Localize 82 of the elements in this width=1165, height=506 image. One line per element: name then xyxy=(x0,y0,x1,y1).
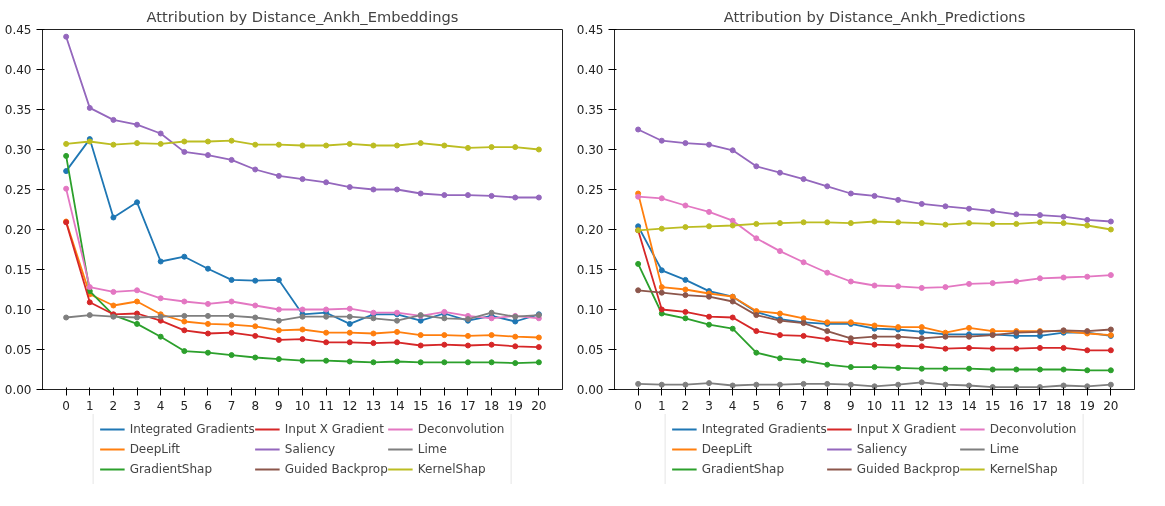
x-tick-label: 18 xyxy=(483,398,500,413)
x-tick-label: 5 xyxy=(180,398,189,413)
y-tick-label: 0.05 xyxy=(576,343,604,357)
x-tick-label: 17 xyxy=(460,398,476,413)
y-tick-label: 0.10 xyxy=(576,303,604,317)
x-tick-label: 10 xyxy=(866,398,883,413)
x-tick-label: 6 xyxy=(776,398,784,413)
y-tick-label: 0.25 xyxy=(576,183,604,197)
legend-label: DeepLift xyxy=(701,442,752,456)
legend-label: Saliency xyxy=(284,442,336,456)
x-tick-label: 1 xyxy=(657,398,666,413)
y-tick-label: 0.00 xyxy=(576,383,604,397)
x-tick-label: 0 xyxy=(62,398,70,413)
x-tick-label: 13 xyxy=(937,398,954,413)
x-tick-label: 20 xyxy=(1103,398,1119,413)
x-tick-label: 8 xyxy=(823,398,832,413)
chart-title: Attribution by Distance_Ankh_Embeddings xyxy=(146,7,459,25)
legend-label: DeepLift xyxy=(129,442,180,456)
legend-label: KernelShap xyxy=(989,462,1058,476)
y-tick-label: 0.20 xyxy=(576,223,604,237)
y-tick-label: 0.20 xyxy=(4,223,32,237)
y-tick-label: 0.30 xyxy=(4,143,32,157)
x-tick-label: 6 xyxy=(204,398,212,413)
x-tick-label: 19 xyxy=(1079,398,1095,413)
y-tick-label: 0.35 xyxy=(4,103,32,117)
x-tick-label: 3 xyxy=(705,398,713,413)
x-tick-label: 7 xyxy=(799,398,808,413)
y-tick-label: 0.15 xyxy=(4,263,32,277)
y-tick-label: 0.10 xyxy=(4,303,32,317)
legend-label: GradientShap xyxy=(129,462,213,476)
y-tick-label: 0.35 xyxy=(576,103,604,117)
legend-label: Input X Gradient xyxy=(284,422,384,436)
legend-label: Input X Gradient xyxy=(856,422,956,436)
x-tick-label: 9 xyxy=(275,398,283,413)
x-tick-label: 16 xyxy=(1008,398,1024,413)
x-tick-label: 7 xyxy=(227,398,236,413)
y-tick-label: 0.15 xyxy=(576,263,604,277)
chart-title: Attribution by Distance_Ankh_Predictions xyxy=(723,7,1026,25)
x-tick-label: 2 xyxy=(109,398,118,413)
legend-label: Integrated Gradients xyxy=(129,422,255,436)
x-tick-label: 9 xyxy=(847,398,855,413)
x-tick-label: 14 xyxy=(389,398,405,413)
legend-label: KernelShap xyxy=(417,462,486,476)
x-tick-label: 3 xyxy=(133,398,141,413)
x-tick-label: 13 xyxy=(365,398,382,413)
x-tick-label: 15 xyxy=(413,398,429,413)
legend-label: GradientShap xyxy=(701,462,785,476)
x-tick-label: 18 xyxy=(1055,398,1072,413)
x-tick-label: 15 xyxy=(985,398,1001,413)
legend-label: Guided Backprop xyxy=(284,462,388,476)
x-tick-label: 17 xyxy=(1032,398,1048,413)
legend-label: Lime xyxy=(417,442,447,456)
y-tick-label: 0.00 xyxy=(4,383,32,397)
x-tick-label: 11 xyxy=(318,398,334,413)
x-tick-label: 16 xyxy=(436,398,452,413)
x-tick-label: 4 xyxy=(728,398,737,413)
y-tick-label: 0.30 xyxy=(576,143,604,157)
x-tick-label: 0 xyxy=(634,398,642,413)
x-tick-label: 20 xyxy=(531,398,547,413)
x-tick-label: 12 xyxy=(914,398,930,413)
x-tick-label: 11 xyxy=(890,398,906,413)
legend-label: Integrated Gradients xyxy=(701,422,827,436)
legend-label: Lime xyxy=(989,442,1019,456)
legend-label: Guided Backprop xyxy=(856,462,960,476)
x-tick-label: 14 xyxy=(961,398,977,413)
y-tick-label: 0.05 xyxy=(4,343,32,357)
y-tick-label: 0.45 xyxy=(576,23,604,37)
y-tick-label: 0.40 xyxy=(4,63,32,77)
legend-label: Deconvolution xyxy=(989,422,1077,436)
y-tick-label: 0.45 xyxy=(4,23,32,37)
x-tick-label: 2 xyxy=(681,398,690,413)
y-tick-label: 0.25 xyxy=(4,183,32,197)
x-tick-label: 12 xyxy=(342,398,358,413)
x-tick-label: 4 xyxy=(156,398,165,413)
y-tick-label: 0.40 xyxy=(576,63,604,77)
x-tick-label: 10 xyxy=(294,398,311,413)
x-tick-label: 1 xyxy=(85,398,94,413)
legend-label: Saliency xyxy=(856,442,908,456)
legend-label: Deconvolution xyxy=(417,422,505,436)
x-tick-label: 8 xyxy=(251,398,260,413)
x-tick-label: 5 xyxy=(752,398,761,413)
x-tick-label: 19 xyxy=(507,398,523,413)
